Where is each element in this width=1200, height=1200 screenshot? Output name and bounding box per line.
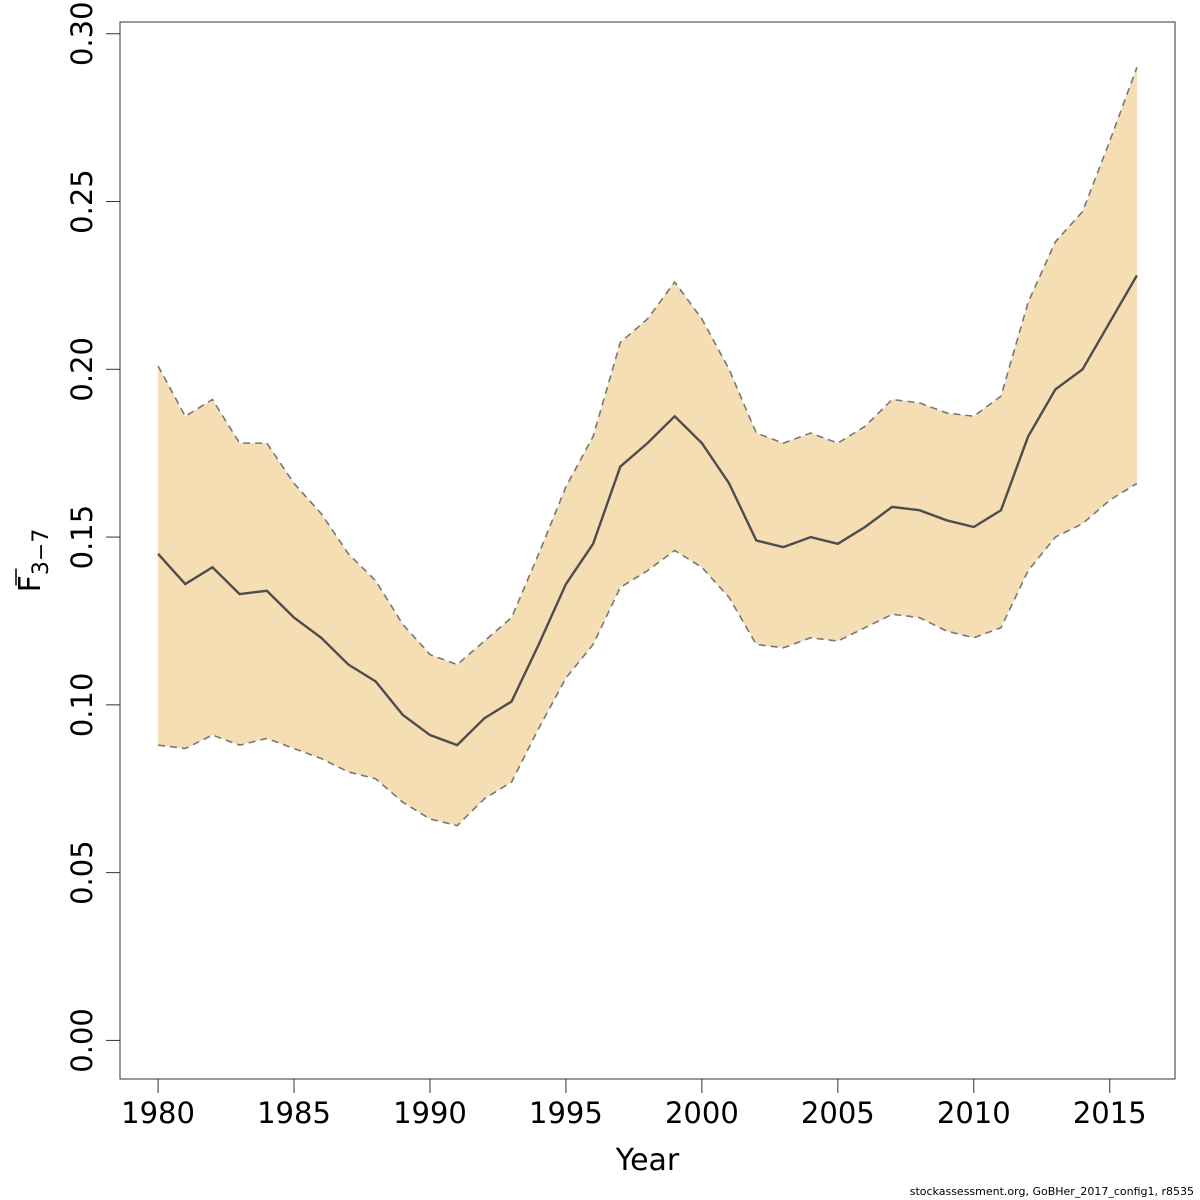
estimate-line bbox=[157, 274, 1138, 747]
x-axis-title: Year bbox=[615, 1143, 680, 1178]
footer-text: stockassessment.org, GoBHer_2017_config1… bbox=[909, 1185, 1194, 1198]
y-axis-title-sub: 3−7 bbox=[29, 529, 54, 575]
lower-bound-line bbox=[157, 482, 1138, 827]
x-tick-label: 2005 bbox=[801, 1096, 875, 1130]
x-tick-label: 1985 bbox=[257, 1096, 331, 1130]
confidence-band bbox=[158, 67, 1137, 826]
x-tick-label: 2000 bbox=[665, 1096, 739, 1130]
band-area bbox=[158, 67, 1137, 826]
y-tick-label: 0.20 bbox=[65, 337, 99, 402]
y-axis: 0.00 0.05 0.10 0.15 0.20 0.25 0.30 bbox=[65, 1, 121, 1073]
series-lines bbox=[157, 67, 1138, 827]
upper-bound-line bbox=[157, 67, 1138, 666]
x-axis: 1980 1985 1990 1995 2000 2005 2010 2015 bbox=[121, 1078, 1147, 1130]
y-tick-label: 0.00 bbox=[65, 1008, 99, 1073]
y-axis-title: F3−7 bbox=[13, 529, 54, 593]
x-tick-label: 1980 bbox=[121, 1096, 195, 1130]
y-tick-label: 0.15 bbox=[65, 505, 99, 570]
x-tick-label: 1995 bbox=[529, 1096, 603, 1130]
y-tick-label: 0.25 bbox=[65, 169, 99, 234]
y-tick-label: 0.30 bbox=[65, 1, 99, 66]
x-tick-label: 1990 bbox=[393, 1096, 467, 1130]
x-tick-label: 2010 bbox=[937, 1096, 1011, 1130]
y-tick-label: 0.05 bbox=[65, 840, 99, 905]
x-tick-label: 2015 bbox=[1073, 1096, 1147, 1130]
y-axis-title-main: F bbox=[13, 575, 48, 592]
svg-text:F3−7: F3−7 bbox=[13, 529, 54, 593]
y-tick-label: 0.10 bbox=[65, 673, 99, 738]
